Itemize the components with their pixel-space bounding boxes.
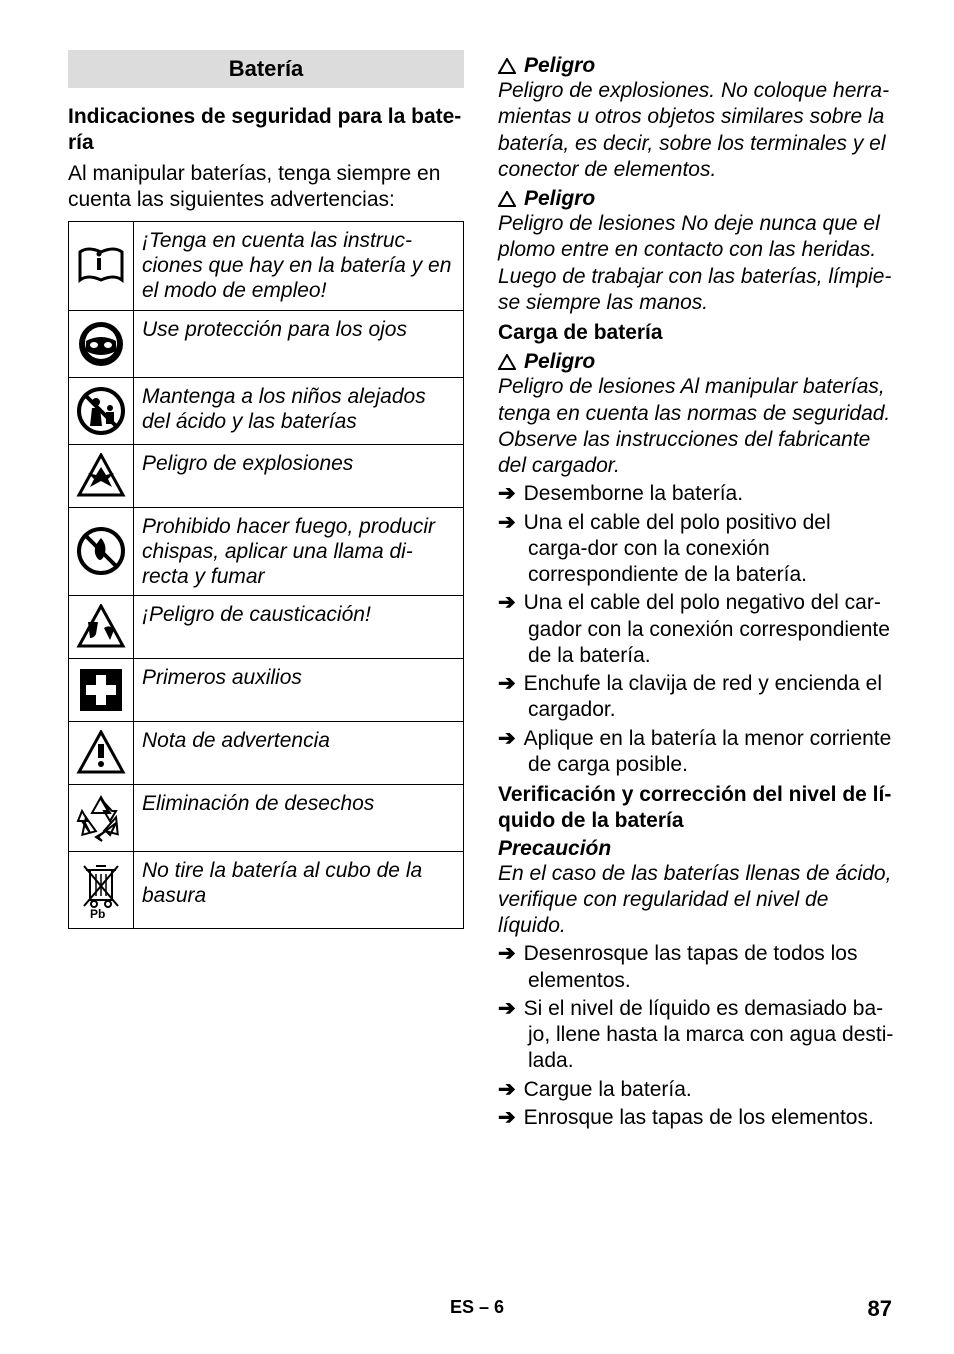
danger-text: Peligro de lesiones Al manipular batería… bbox=[498, 374, 894, 479]
corrosive-icon bbox=[69, 596, 134, 659]
table-row: Primeros auxilios bbox=[69, 659, 464, 722]
triangle-icon bbox=[498, 191, 516, 207]
explosion-icon bbox=[69, 444, 134, 507]
row-text: Nota de advertencia bbox=[134, 722, 464, 785]
table-row: Peligro de explosiones bbox=[69, 444, 464, 507]
steps-list-1: Desemborne la batería. Una el cable del … bbox=[498, 481, 894, 778]
intro-heading: Indicaciones de seguridad para la bate-r… bbox=[68, 104, 464, 157]
list-item: Desenrosque las tapas de todos los eleme… bbox=[498, 941, 894, 994]
danger-text: Peligro de lesiones No deje nunca que el… bbox=[498, 211, 894, 316]
row-text: Eliminación de desechos bbox=[134, 785, 464, 852]
intro-text: Al manipular baterías, tenga siempre en … bbox=[68, 161, 464, 214]
steps-list-2: Desenrosque las tapas de todos los eleme… bbox=[498, 941, 894, 1131]
two-column-layout: Batería Indicaciones de seguridad para l… bbox=[68, 50, 894, 1131]
row-text: Mantenga a los niños alejados del ácido … bbox=[134, 377, 464, 444]
left-column: Batería Indicaciones de seguridad para l… bbox=[68, 50, 464, 1131]
right-column: Peligro Peligro de explosiones. No coloq… bbox=[498, 50, 894, 1131]
pb-label: Pb bbox=[90, 907, 105, 920]
caution-text: En el caso de las baterías llenas de áci… bbox=[498, 861, 894, 940]
danger-label: Peligro bbox=[524, 350, 595, 374]
list-item: Enchufe la clavija de red y encienda el … bbox=[498, 671, 894, 724]
manual-icon bbox=[69, 222, 134, 311]
table-row: ¡Tenga en cuenta las instruc-ciones que … bbox=[69, 222, 464, 311]
caution-label: Precaución bbox=[498, 837, 894, 861]
triangle-icon bbox=[498, 58, 516, 74]
danger-label: Peligro bbox=[524, 187, 595, 211]
danger-label: Peligro bbox=[524, 54, 595, 78]
table-row: Eliminación de desechos bbox=[69, 785, 464, 852]
row-text: No tire la batería al cubo de la basura bbox=[134, 852, 464, 929]
no-bin-icon: Pb bbox=[69, 852, 134, 929]
table-row: Pb No tire la batería al cubo de la basu… bbox=[69, 852, 464, 929]
danger-heading: Peligro bbox=[498, 350, 894, 374]
warning-table: ¡Tenga en cuenta las instruc-ciones que … bbox=[68, 221, 464, 929]
row-text: Prohibido hacer fuego, producir chispas,… bbox=[134, 507, 464, 596]
table-row: Prohibido hacer fuego, producir chispas,… bbox=[69, 507, 464, 596]
row-text: Peligro de explosiones bbox=[134, 444, 464, 507]
row-text: ¡Peligro de causticación! bbox=[134, 596, 464, 659]
page: Batería Indicaciones de seguridad para l… bbox=[0, 0, 954, 1354]
list-item: Cargue la batería. bbox=[498, 1077, 894, 1103]
section-title: Batería bbox=[68, 50, 464, 88]
warning-icon bbox=[69, 722, 134, 785]
goggles-icon bbox=[69, 310, 134, 377]
footer-center: ES – 6 bbox=[450, 1297, 504, 1318]
list-item: Una el cable del polo negativo del car-g… bbox=[498, 590, 894, 669]
keep-away-icon bbox=[69, 377, 134, 444]
first-aid-icon bbox=[69, 659, 134, 722]
recycle-icon bbox=[69, 785, 134, 852]
table-row: Use protección para los ojos bbox=[69, 310, 464, 377]
list-item: Si el nivel de líquido es demasiado ba-j… bbox=[498, 996, 894, 1075]
list-item: Una el cable del polo positivo del carga… bbox=[498, 510, 894, 589]
table-row: Nota de advertencia bbox=[69, 722, 464, 785]
no-fire-icon bbox=[69, 507, 134, 596]
footer: ES – 6 bbox=[0, 1297, 954, 1318]
table-row: ¡Peligro de causticación! bbox=[69, 596, 464, 659]
list-item: Desemborne la batería. bbox=[498, 481, 894, 507]
table-row: Mantenga a los niños alejados del ácido … bbox=[69, 377, 464, 444]
row-text: Primeros auxilios bbox=[134, 659, 464, 722]
triangle-icon bbox=[498, 354, 516, 370]
sub-heading: Verificación y corrección del nivel de l… bbox=[498, 782, 894, 835]
danger-text: Peligro de explosiones. No coloque herra… bbox=[498, 78, 894, 183]
danger-heading: Peligro bbox=[498, 54, 894, 78]
list-item: Enrosque las tapas de los elementos. bbox=[498, 1105, 894, 1131]
danger-heading: Peligro bbox=[498, 187, 894, 211]
sub-heading: Carga de batería bbox=[498, 320, 894, 346]
page-number: 87 bbox=[868, 1296, 892, 1322]
row-text: Use protección para los ojos bbox=[134, 310, 464, 377]
list-item: Aplique en la batería la menor corriente… bbox=[498, 726, 894, 779]
row-text: ¡Tenga en cuenta las instruc-ciones que … bbox=[134, 222, 464, 311]
